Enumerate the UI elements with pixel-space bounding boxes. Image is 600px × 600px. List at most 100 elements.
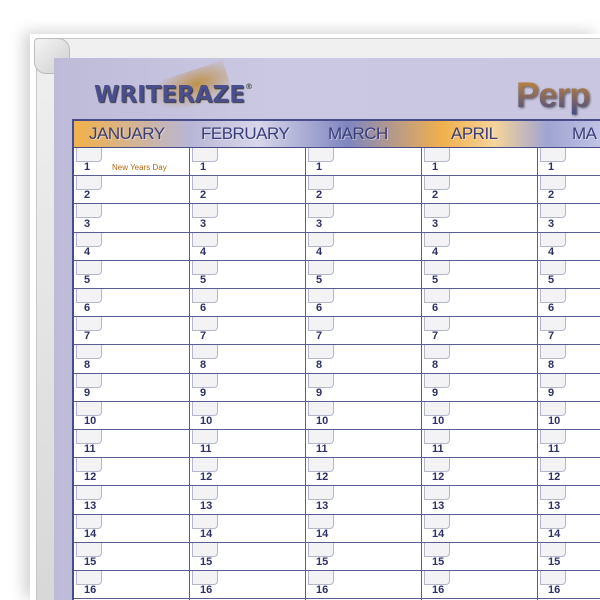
day-number: 10 [200, 414, 213, 427]
day-cell[interactable]: 8 [190, 345, 305, 374]
day-cell[interactable]: 10 [306, 401, 421, 430]
day-cell[interactable]: 12 [306, 458, 421, 487]
day-cell[interactable]: 7 [74, 317, 189, 346]
day-cell[interactable]: 7 [422, 317, 537, 346]
day-cell[interactable]: 4 [190, 232, 305, 261]
day-cell[interactable]: 11 [538, 430, 600, 459]
day-cell[interactable]: 2 [538, 176, 600, 205]
day-cell[interactable]: 7 [538, 317, 600, 346]
day-tab [308, 571, 334, 585]
day-cell[interactable]: 13 [422, 486, 537, 515]
day-cell[interactable]: 11 [190, 430, 305, 459]
day-cell[interactable]: 12 [74, 458, 189, 487]
day-cell[interactable]: 15 [306, 542, 421, 571]
day-cell[interactable]: 7 [190, 317, 305, 346]
day-cell[interactable]: 4 [538, 232, 600, 261]
day-tab [76, 345, 102, 360]
day-cell[interactable]: 10 [190, 401, 305, 430]
day-cell[interactable]: 3 [422, 204, 537, 233]
day-cell[interactable]: 15 [538, 542, 600, 571]
day-tab [308, 148, 334, 162]
day-cell[interactable]: 6 [306, 289, 421, 318]
day-number: 16 [432, 584, 445, 597]
day-cell[interactable]: 8 [74, 345, 189, 374]
day-cell[interactable]: 9 [74, 373, 189, 402]
day-cell[interactable]: 6 [538, 289, 600, 318]
day-cell[interactable]: 1 [422, 148, 537, 177]
day-cell[interactable]: 14 [422, 514, 537, 543]
day-cell[interactable]: 5 [74, 260, 189, 289]
day-cell[interactable]: 11 [422, 430, 537, 459]
day-cell[interactable]: 10 [74, 401, 189, 430]
day-number: 11 [548, 443, 560, 456]
day-cell[interactable]: 16 [306, 571, 421, 600]
day-cell[interactable]: 1 New Years Day [74, 148, 189, 177]
day-cell[interactable]: 11 [306, 430, 421, 459]
day-number: 15 [316, 555, 329, 568]
day-cell[interactable]: 2 [306, 176, 421, 205]
day-cell[interactable]: 2 [190, 176, 305, 205]
day-cell[interactable]: 9 [190, 373, 305, 402]
day-cell[interactable]: 4 [422, 232, 537, 261]
day-cell[interactable]: 3 [190, 204, 305, 233]
day-cell[interactable]: 14 [306, 514, 421, 543]
day-cell[interactable]: 9 [422, 373, 537, 402]
day-cell[interactable]: 6 [190, 289, 305, 318]
day-cell[interactable]: 2 [74, 176, 189, 205]
day-cell[interactable]: 16 [538, 571, 600, 600]
day-tab [308, 458, 334, 473]
day-cell[interactable]: 15 [74, 542, 189, 571]
day-cell[interactable]: 13 [306, 486, 421, 515]
day-cell[interactable]: 13 [538, 486, 600, 515]
day-number: 3 [84, 217, 91, 230]
day-cell[interactable]: 6 [74, 289, 189, 318]
day-tab [308, 401, 334, 416]
day-cell[interactable]: 14 [538, 514, 600, 543]
day-number: 16 [548, 584, 561, 597]
day-cell[interactable]: 12 [538, 458, 600, 487]
day-cell[interactable]: 14 [74, 514, 189, 543]
day-cell[interactable]: 14 [190, 514, 305, 543]
day-cell[interactable]: 6 [422, 289, 537, 318]
day-number: 14 [316, 527, 329, 540]
day-cell[interactable]: 4 [74, 232, 189, 261]
day-cell[interactable]: 15 [190, 542, 305, 571]
day-cell[interactable]: 15 [422, 542, 537, 571]
day-tab [192, 571, 218, 585]
day-cell[interactable]: 9 [306, 373, 421, 402]
day-cell[interactable]: 13 [74, 486, 189, 515]
day-cell[interactable]: 1 [306, 148, 421, 177]
day-cell[interactable]: 11 [74, 430, 189, 459]
day-cell[interactable]: 3 [74, 204, 189, 233]
day-tab [540, 542, 566, 557]
brand-name: WRITERAZE [94, 82, 245, 108]
day-cell[interactable]: 8 [538, 345, 600, 374]
day-number: 14 [84, 527, 97, 540]
day-cell[interactable]: 10 [422, 401, 537, 430]
day-cell[interactable]: 5 [190, 260, 305, 289]
day-cell[interactable]: 16 [74, 571, 189, 600]
day-cell[interactable]: 5 [538, 260, 600, 289]
day-cell[interactable]: 4 [306, 232, 421, 261]
day-cell[interactable]: 1 [190, 148, 305, 177]
day-cell[interactable]: 10 [538, 401, 600, 430]
day-cell[interactable]: 3 [306, 204, 421, 233]
day-cell[interactable]: 5 [306, 260, 421, 289]
day-cell[interactable]: 1 [538, 148, 600, 177]
day-cell[interactable]: 12 [190, 458, 305, 487]
day-cell[interactable]: 7 [306, 317, 421, 346]
day-cell[interactable]: 8 [306, 345, 421, 374]
day-number: 1 [84, 161, 91, 174]
day-tab [192, 401, 218, 416]
day-cell[interactable]: 9 [538, 373, 600, 402]
day-cell[interactable]: 8 [422, 345, 537, 374]
day-cell[interactable]: 16 [190, 571, 305, 600]
day-cell[interactable]: 13 [190, 486, 305, 515]
day-cell[interactable]: 12 [422, 458, 537, 487]
day-cell[interactable]: 3 [538, 204, 600, 233]
day-number: 2 [200, 189, 207, 202]
month-header: JANUARY [89, 124, 165, 143]
day-cell[interactable]: 2 [422, 176, 537, 205]
day-cell[interactable]: 16 [422, 571, 537, 600]
day-cell[interactable]: 5 [422, 260, 537, 289]
